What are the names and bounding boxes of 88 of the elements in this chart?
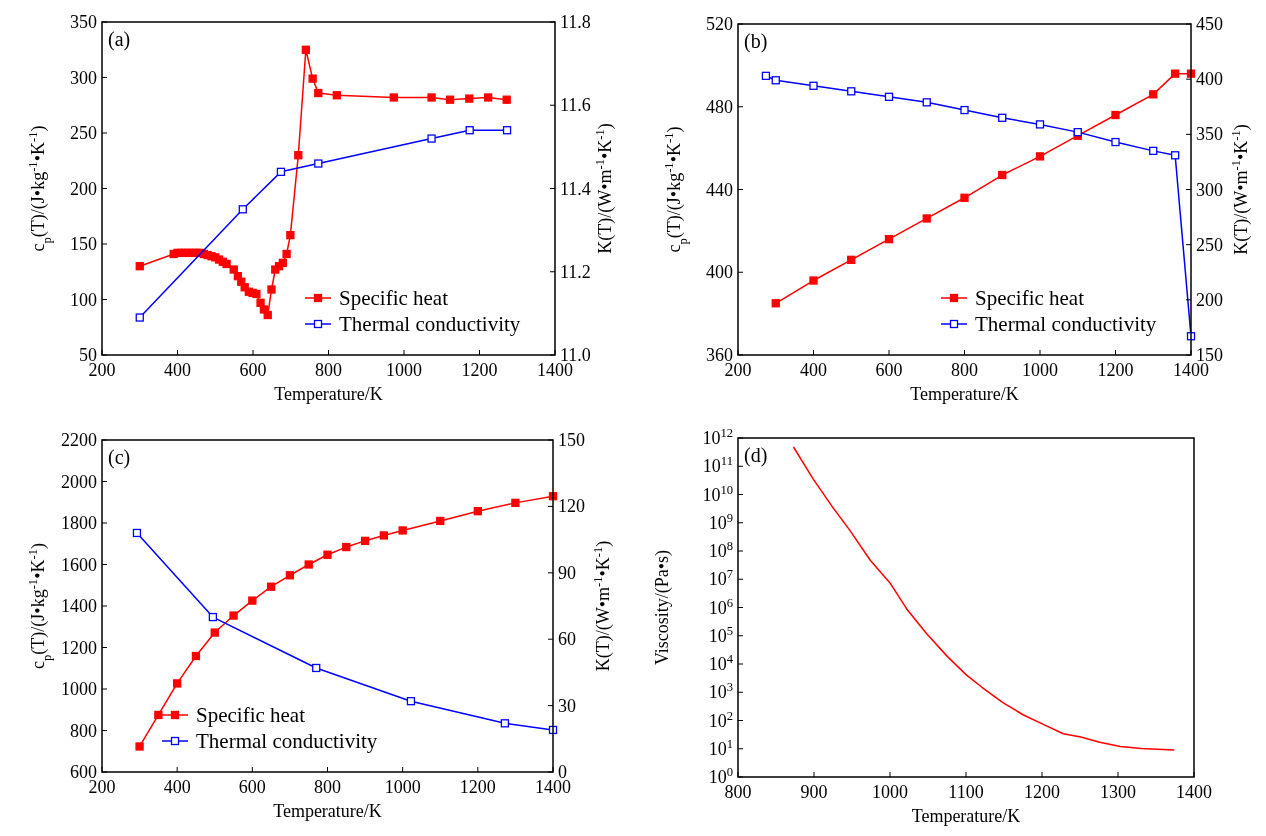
y-tick-label: 1000: [61, 679, 97, 699]
y-tick-label: 1600: [61, 554, 97, 575]
y2-tick-label: 90: [558, 562, 576, 583]
y-tick-label: 10$^{11}$: [702, 454, 733, 477]
x-tick-label: 1200: [461, 360, 498, 380]
legend-label: Thermal conductivity: [339, 312, 521, 336]
y2-tick-label: 120: [558, 496, 585, 517]
y-tick-label: 10$^{3}$: [708, 680, 733, 703]
y-tick-label: 10$^{2}$: [708, 708, 733, 731]
x-tick-label: 1400: [1173, 360, 1209, 380]
x-tick-label: 400: [164, 360, 191, 380]
y2-tick-label: 11.4: [560, 178, 591, 199]
x-tick-label: 600: [239, 360, 267, 380]
x-tick-label: 1100: [948, 782, 984, 802]
y-tick-label: 10$^{6}$: [708, 595, 733, 618]
y2-tick-label: 60: [558, 629, 576, 650]
x-axis-title: Temperature/K: [911, 806, 1021, 826]
y-tick-label: 100: [70, 289, 97, 310]
y-tick-label: 300: [70, 67, 97, 88]
y-tick-label: 400: [706, 262, 733, 283]
x-tick-label: 200: [88, 360, 116, 380]
x-tick-label: 1000: [872, 782, 908, 802]
y-tick-label: 10$^{1}$: [708, 736, 733, 759]
y-tick-label: 1200: [61, 637, 97, 658]
x-tick-label: 1000: [386, 360, 422, 380]
y-tick-label: 250: [70, 123, 97, 143]
y-tick-label: 2000: [61, 471, 97, 492]
x-tick-label: 800: [315, 360, 342, 380]
x-tick-label: 1400: [535, 777, 571, 797]
y2-tick-label: 200: [1196, 289, 1223, 310]
legend-label: Specific heat: [975, 286, 1085, 310]
x-tick-label: 900: [800, 782, 828, 802]
y-axis-title: Viscosity/(Pa•s): [652, 549, 673, 666]
x-tick-label: 400: [800, 360, 827, 380]
x-tick-label: 1000: [384, 777, 421, 797]
x-tick-label: 1200: [459, 777, 496, 797]
x-tick-label: 1400: [537, 360, 573, 380]
y2-tick-label: 11.2: [560, 261, 591, 282]
y2-tick-label: 30: [558, 695, 576, 716]
legend-label: Specific heat: [196, 703, 306, 727]
y-tick-label: 10$^{9}$: [708, 510, 733, 533]
y-tick-label: 10$^{12}$: [702, 426, 733, 448]
y2-tick-label: 400: [1196, 69, 1223, 90]
y2-tick-label: 300: [1196, 179, 1223, 200]
x-tick-label: 1000: [1022, 360, 1058, 380]
x-tick-label: 800: [951, 360, 978, 380]
y-tick-label: 10$^{5}$: [708, 623, 733, 646]
y2-tick-label: 11.6: [560, 95, 591, 116]
y2-tick-label: 350: [1196, 124, 1223, 145]
y2-tick-label: 11.8: [560, 12, 591, 32]
y-tick-label: 2200: [61, 430, 97, 450]
x-tick-label: 400: [163, 777, 191, 797]
x-tick-label: 1200: [1097, 360, 1134, 380]
annotation: (c): [108, 446, 131, 469]
legend-label: Thermal conductivity: [975, 312, 1157, 336]
y-tick-label: 480: [706, 96, 733, 117]
y-tick-label: 150: [70, 234, 97, 254]
legend-label: Thermal conductivity: [196, 729, 378, 753]
annotation: (a): [108, 28, 131, 51]
y-tick-label: 350: [70, 12, 97, 32]
y2-tick-label: 450: [1196, 14, 1223, 34]
y-tick-label: 10$^{8}$: [708, 539, 733, 561]
x-tick-label: 1300: [1100, 782, 1136, 802]
x-tick-label: 200: [88, 777, 116, 797]
x-tick-label: 1400: [1176, 782, 1212, 802]
y-tick-label: 10$^{10}$: [702, 482, 733, 505]
y2-tick-label: 250: [1196, 234, 1223, 255]
x-tick-label: 600: [875, 360, 903, 380]
y-tick-label: 200: [70, 178, 97, 199]
x-tick-label: 200: [724, 360, 752, 380]
x-tick-label: 800: [724, 782, 752, 802]
x-axis-title: Temperature/K: [910, 384, 1019, 404]
legend-label: Specific heat: [339, 286, 449, 310]
y-tick-label: 800: [70, 720, 97, 741]
x-tick-label: 600: [238, 777, 266, 797]
x-axis-title: Temperature/K: [273, 801, 382, 821]
y-tick-label: 1400: [61, 596, 97, 616]
annotation: (d): [744, 444, 768, 467]
y-tick-label: 10$^{7}$: [708, 567, 733, 590]
y-tick-label: 440: [706, 179, 733, 200]
y-tick-label: 1800: [61, 513, 97, 533]
x-tick-label: 1200: [1024, 782, 1060, 802]
x-axis-title: Temperature/K: [274, 384, 383, 404]
y-tick-label: 10$^{4}$: [708, 652, 734, 674]
annotation: (b): [744, 30, 768, 53]
x-tick-label: 800: [314, 777, 341, 797]
y2-tick-label: 150: [558, 430, 585, 450]
y-tick-label: 520: [706, 14, 733, 34]
